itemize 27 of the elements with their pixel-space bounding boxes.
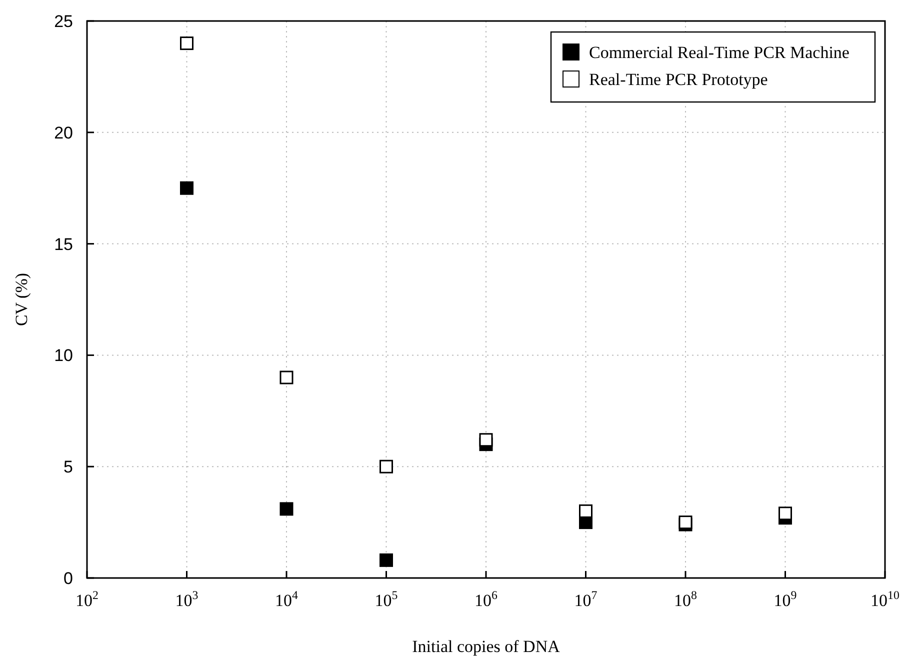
- legend-label: Real-Time PCR Prototype: [589, 70, 768, 89]
- y-tick-label: 20: [54, 123, 73, 142]
- x-tick-label: 10$^{3}$: [175, 588, 198, 610]
- x-tick-label: 10$^{10}$: [870, 588, 900, 610]
- y-axis-title: CV (%): [12, 272, 31, 326]
- x-tick-label: 10$^{8}$: [674, 588, 698, 610]
- point: [479, 433, 493, 447]
- point: [180, 181, 194, 195]
- point: [380, 460, 393, 474]
- point: [778, 506, 792, 520]
- x-tick-label: 10$^{5}$: [374, 588, 398, 610]
- point: [380, 553, 393, 567]
- x-tick-label: 10$^{7}$: [574, 588, 598, 610]
- y-tick-label: 0: [64, 568, 73, 588]
- x-tick-label: 10$^{6}$: [474, 588, 498, 610]
- y-tick-label: 25: [54, 12, 73, 31]
- legend-label: Commercial Real-Time PCR Machine: [589, 42, 850, 62]
- x-tick-label: 10$^{2}$: [76, 588, 99, 610]
- point: [180, 36, 194, 50]
- x-axis-title: Initial copies of DNA: [412, 637, 561, 656]
- y-tick-label: 15: [54, 234, 73, 254]
- point: [280, 370, 294, 384]
- x-tick-label: 10$^{4}$: [275, 588, 298, 610]
- y-tick-label: 5: [64, 458, 73, 477]
- y-tick-label: 10: [54, 346, 73, 366]
- point: [280, 502, 294, 516]
- x-tick-label: 10$^{9}$: [774, 588, 797, 610]
